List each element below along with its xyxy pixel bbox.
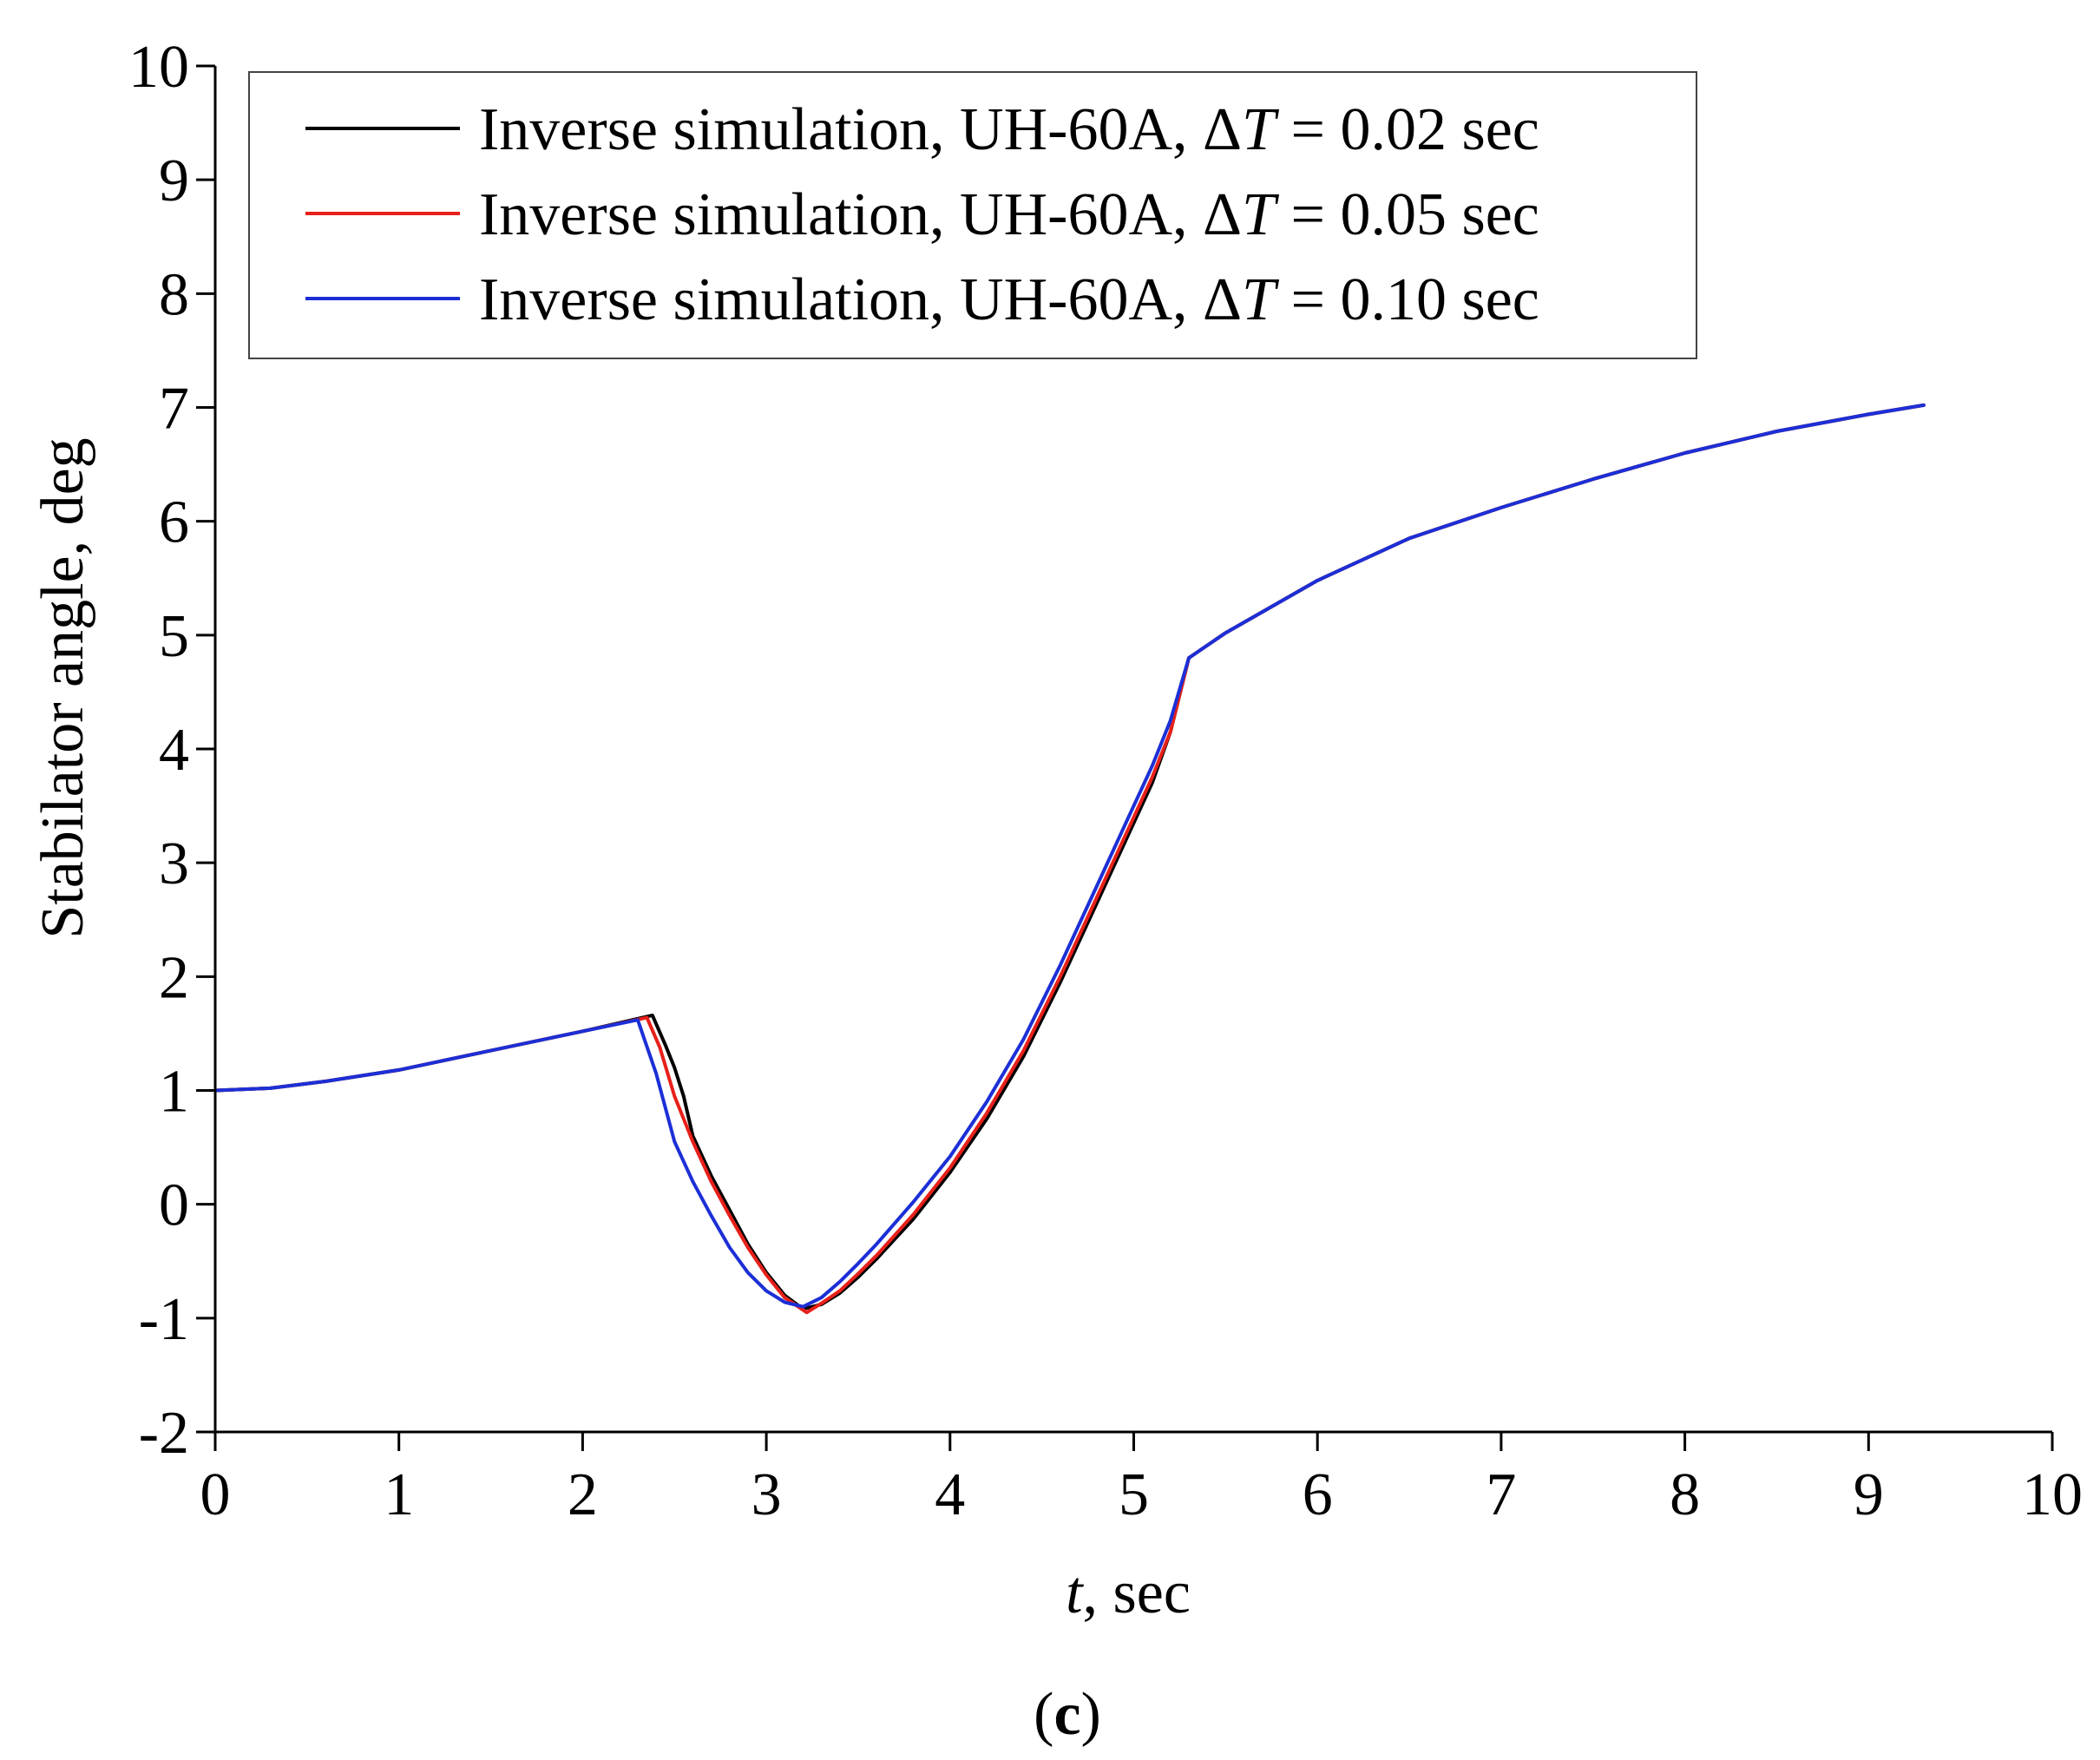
legend-label-3: Inverse simulation, UH-60A, ΔT = 0.10 se… (479, 266, 1539, 333)
y-tick-label: 9 (159, 148, 189, 214)
figure-caption: (c) (1034, 1681, 1101, 1748)
y-tick-label: 6 (159, 489, 189, 556)
y-tick-label: 7 (159, 376, 189, 443)
x-tick-label: 2 (568, 1461, 598, 1528)
y-tick-label: 2 (159, 944, 189, 1011)
series-line-1 (213, 403, 1926, 1311)
x-tick-label: 3 (751, 1461, 782, 1528)
x-axis-title: t, sec (1066, 1560, 1191, 1626)
y-tick-label: 0 (159, 1172, 189, 1239)
y-tick-label: 1 (159, 1059, 189, 1126)
x-tick-label: 10 (2022, 1461, 2083, 1528)
y-tick-label: -1 (139, 1286, 189, 1353)
y-tick-label: 5 (159, 603, 189, 670)
y-tick-label: 8 (159, 261, 189, 328)
x-tick-label: 4 (935, 1461, 965, 1528)
series-line-3 (213, 403, 1926, 1309)
y-tick-label: -2 (139, 1400, 189, 1467)
x-tick-label: 1 (384, 1461, 414, 1528)
legend-frame (248, 71, 1697, 359)
axes: -2 -1 0 1 2 3 4 5 6 7 8 9 10 0 1 2 3 4 5 6 7 8 9 10 (128, 34, 2083, 1528)
y-tick-label: 4 (159, 717, 189, 784)
x-tick-label: 6 (1303, 1461, 1333, 1528)
legend-label-2: Inverse simulation, UH-60A, ΔT = 0.05 se… (479, 181, 1539, 248)
x-tick-label: 9 (1854, 1461, 1884, 1528)
y-tick-label: 3 (159, 831, 189, 897)
x-tick-label: 5 (1119, 1461, 1149, 1528)
series-line-2 (213, 403, 1926, 1315)
x-tick-label: 7 (1486, 1461, 1516, 1528)
y-axis-title: Stabilator angle, deg (30, 437, 96, 938)
y-tick-label: 10 (128, 34, 189, 101)
x-tick-label: 0 (200, 1461, 231, 1528)
legend: Inverse simulation, UH-60A, ΔT = 0.02 se… (248, 71, 1697, 359)
x-tick-label: 8 (1670, 1461, 1700, 1528)
series-layer (213, 403, 1926, 1315)
legend-label-1: Inverse simulation, UH-60A, ΔT = 0.02 se… (479, 96, 1539, 163)
